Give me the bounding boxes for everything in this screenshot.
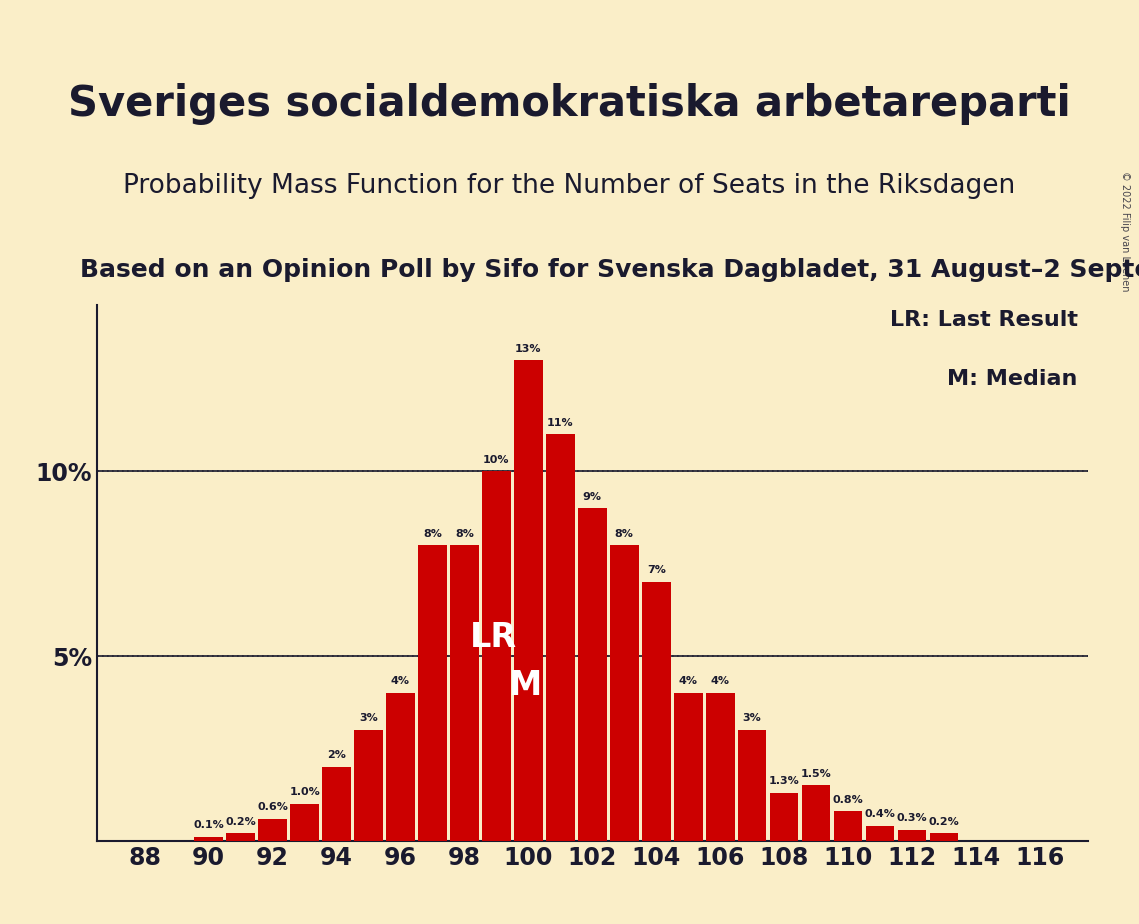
Bar bbox=[674, 693, 703, 841]
Bar bbox=[546, 434, 575, 841]
Text: 0.2%: 0.2% bbox=[928, 817, 959, 827]
Bar bbox=[386, 693, 415, 841]
Text: 1.3%: 1.3% bbox=[769, 776, 800, 786]
Bar bbox=[738, 730, 767, 841]
Bar bbox=[290, 804, 319, 841]
Bar bbox=[227, 833, 255, 841]
Bar bbox=[577, 508, 607, 841]
Text: 8%: 8% bbox=[454, 529, 474, 539]
Text: M: M bbox=[508, 669, 542, 702]
Text: 1.5%: 1.5% bbox=[801, 769, 831, 779]
Text: 8%: 8% bbox=[423, 529, 442, 539]
Bar bbox=[802, 785, 830, 841]
Text: 13%: 13% bbox=[515, 344, 542, 354]
Bar bbox=[898, 830, 926, 841]
Bar bbox=[929, 833, 958, 841]
Bar bbox=[770, 793, 798, 841]
Text: 7%: 7% bbox=[647, 565, 665, 576]
Text: 0.8%: 0.8% bbox=[833, 795, 863, 805]
Bar bbox=[482, 471, 510, 841]
Bar bbox=[866, 826, 894, 841]
Bar bbox=[641, 582, 671, 841]
Text: 10%: 10% bbox=[483, 455, 509, 465]
Text: 3%: 3% bbox=[359, 713, 378, 723]
Bar bbox=[609, 545, 639, 841]
Text: © 2022 Filip van Laenen: © 2022 Filip van Laenen bbox=[1121, 171, 1130, 291]
Bar bbox=[706, 693, 735, 841]
Bar bbox=[259, 819, 287, 841]
Text: 2%: 2% bbox=[327, 750, 346, 760]
Text: 4%: 4% bbox=[391, 676, 410, 687]
Bar bbox=[834, 811, 862, 841]
Bar bbox=[354, 730, 383, 841]
Text: Sveriges socialdemokratiska arbetareparti: Sveriges socialdemokratiska arbetarepart… bbox=[68, 83, 1071, 125]
Text: 4%: 4% bbox=[711, 676, 730, 687]
Text: 11%: 11% bbox=[547, 418, 574, 428]
Text: 0.6%: 0.6% bbox=[257, 802, 288, 812]
Text: 0.4%: 0.4% bbox=[865, 809, 895, 820]
Text: M: Median: M: Median bbox=[948, 370, 1077, 389]
Text: 9%: 9% bbox=[583, 492, 601, 502]
Text: Based on an Opinion Poll by Sifo for Svenska Dagbladet, 31 August–2 September 20: Based on an Opinion Poll by Sifo for Sve… bbox=[80, 258, 1139, 282]
Text: 0.2%: 0.2% bbox=[226, 817, 256, 827]
Text: LR: Last Result: LR: Last Result bbox=[890, 310, 1077, 330]
Text: LR: LR bbox=[469, 621, 517, 654]
Bar bbox=[195, 837, 223, 841]
Text: 4%: 4% bbox=[679, 676, 698, 687]
Bar bbox=[322, 767, 351, 841]
Text: 1.0%: 1.0% bbox=[289, 787, 320, 797]
Text: Probability Mass Function for the Number of Seats in the Riksdagen: Probability Mass Function for the Number… bbox=[123, 173, 1016, 199]
Bar bbox=[514, 360, 543, 841]
Text: 3%: 3% bbox=[743, 713, 762, 723]
Text: 0.3%: 0.3% bbox=[896, 813, 927, 823]
Text: 8%: 8% bbox=[615, 529, 633, 539]
Bar bbox=[450, 545, 478, 841]
Bar bbox=[418, 545, 446, 841]
Text: 0.1%: 0.1% bbox=[194, 821, 224, 831]
